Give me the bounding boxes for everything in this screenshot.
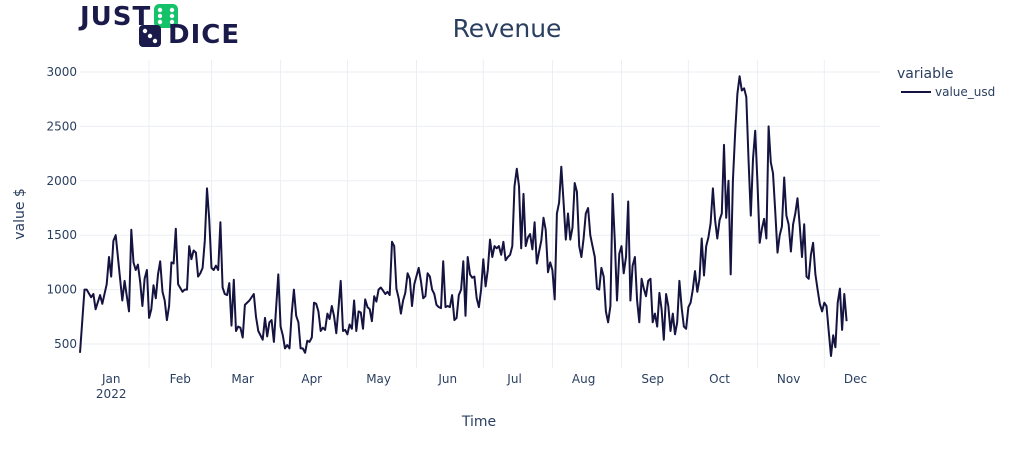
- legend-title: variable: [897, 66, 953, 82]
- x-tick-label: Jan: [101, 372, 121, 386]
- legend[interactable]: variable value_usd: [897, 66, 995, 99]
- y-axis-ticks: 500 1000 1500 2000 2500 3000: [46, 65, 77, 351]
- legend-item-value-usd[interactable]: value_usd: [935, 85, 995, 99]
- y-tick-label: 3000: [46, 65, 77, 79]
- y-tick-label: 2500: [46, 119, 77, 133]
- series-layer: [79, 75, 848, 357]
- green-dice-icon: [154, 4, 178, 28]
- y-tick-label: 500: [54, 337, 77, 351]
- x-tick-label: Oct: [709, 372, 730, 386]
- logo-text-dice: DICE: [168, 20, 241, 50]
- x-tick-label: May: [366, 372, 391, 386]
- y-axis-title: value $: [12, 188, 28, 240]
- x-tick-label: Apr: [301, 372, 322, 386]
- brand-logo: JUST DICE: [80, 2, 245, 50]
- x-axis-title: Time: [461, 414, 496, 430]
- y-tick-label: 2000: [46, 174, 77, 188]
- dark-dice-icon: [139, 25, 161, 47]
- chart-title: Revenue: [452, 14, 562, 43]
- grid-lines: [80, 60, 880, 368]
- x-tick-label: Aug: [572, 372, 595, 386]
- y-tick-label: 1500: [46, 228, 77, 242]
- series-line-value-usd[interactable]: [79, 75, 848, 357]
- x-tick-label: Jun: [437, 372, 457, 386]
- x-tick-label: Sep: [641, 372, 664, 386]
- x-tick-label: Dec: [844, 372, 867, 386]
- y-tick-label: 1000: [46, 283, 77, 297]
- x-tick-label: Mar: [231, 372, 254, 386]
- x-tick-label: Jul: [506, 372, 521, 386]
- x-tick-sublabel: 2022: [96, 387, 127, 401]
- x-tick-label: Nov: [777, 372, 800, 386]
- logo-text-just: JUST: [80, 2, 152, 32]
- x-tick-label: Feb: [170, 372, 191, 386]
